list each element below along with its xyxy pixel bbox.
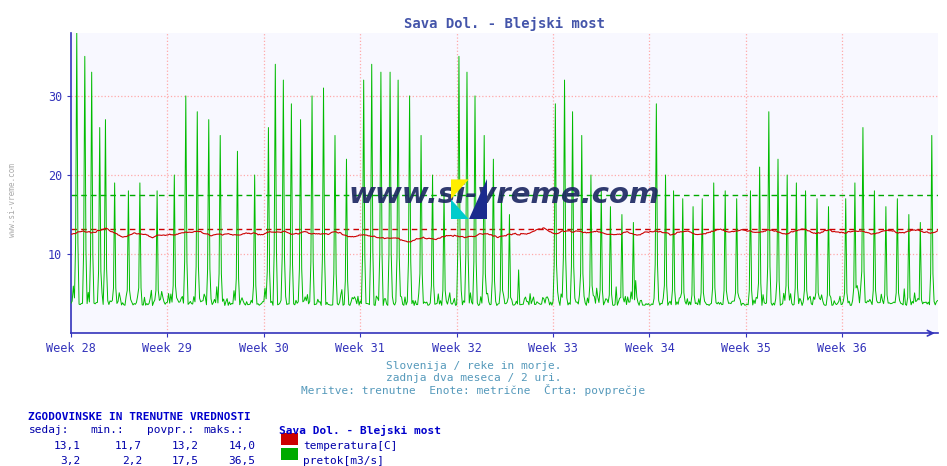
- Text: 3,2: 3,2: [61, 456, 80, 466]
- Text: 2,2: 2,2: [122, 456, 142, 466]
- Text: Slovenija / reke in morje.: Slovenija / reke in morje.: [385, 361, 562, 371]
- Text: 17,5: 17,5: [171, 456, 199, 466]
- Text: www.si-vreme.com: www.si-vreme.com: [348, 181, 660, 209]
- Text: min.:: min.:: [90, 425, 124, 435]
- Polygon shape: [469, 179, 487, 219]
- Text: Sava Dol. - Blejski most: Sava Dol. - Blejski most: [279, 425, 441, 437]
- Text: 13,1: 13,1: [53, 441, 80, 451]
- Text: Meritve: trenutne  Enote: metrične  Črta: povprečje: Meritve: trenutne Enote: metrične Črta: …: [301, 384, 646, 397]
- Text: maks.:: maks.:: [204, 425, 244, 435]
- Title: Sava Dol. - Blejski most: Sava Dol. - Blejski most: [403, 17, 605, 31]
- Text: povpr.:: povpr.:: [147, 425, 194, 435]
- Text: 14,0: 14,0: [228, 441, 256, 451]
- Text: temperatura[C]: temperatura[C]: [303, 441, 398, 451]
- Text: ZGODOVINSKE IN TRENUTNE VREDNOSTI: ZGODOVINSKE IN TRENUTNE VREDNOSTI: [28, 412, 251, 422]
- Text: 36,5: 36,5: [228, 456, 256, 466]
- Polygon shape: [451, 199, 469, 219]
- Text: sedaj:: sedaj:: [28, 425, 69, 435]
- Text: 11,7: 11,7: [115, 441, 142, 451]
- Text: 13,2: 13,2: [171, 441, 199, 451]
- Text: www.si-vreme.com: www.si-vreme.com: [8, 164, 17, 237]
- Text: zadnja dva meseca / 2 uri.: zadnja dva meseca / 2 uri.: [385, 373, 562, 383]
- Text: pretok[m3/s]: pretok[m3/s]: [303, 456, 384, 466]
- Polygon shape: [451, 179, 469, 199]
